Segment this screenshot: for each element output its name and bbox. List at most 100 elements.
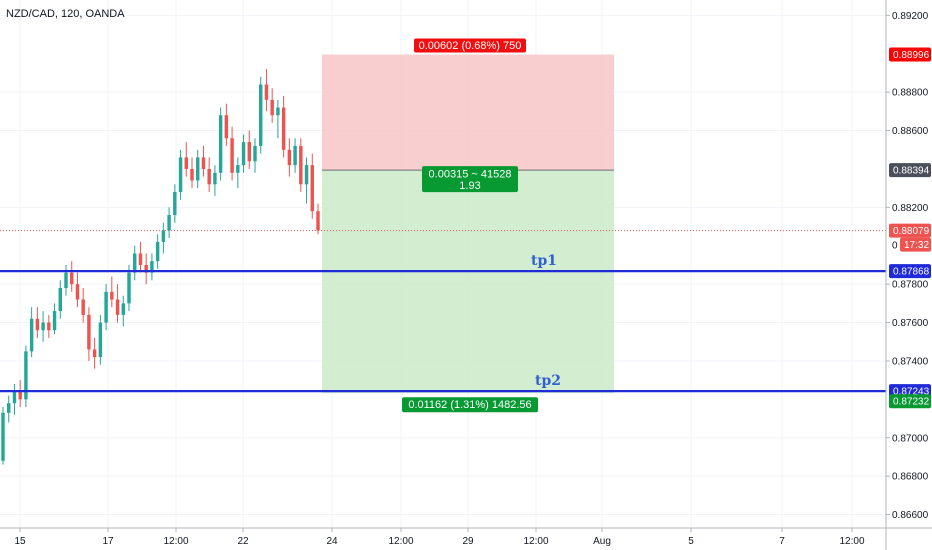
target-price-tag-text: 0.87232 — [893, 397, 930, 408]
time-tick-label: 22 — [237, 536, 249, 547]
time-tick-label: 7 — [779, 536, 785, 547]
price-tick-label: 0.87000 — [892, 433, 929, 444]
price-tick-label: 0.86600 — [892, 510, 929, 521]
candle-body — [47, 322, 51, 331]
time-tick-label: Aug — [593, 536, 611, 547]
candle-body — [299, 145, 303, 185]
stop-price-tag-bg — [889, 47, 931, 62]
candle-body — [1, 412, 5, 461]
entry-price-tag-bg — [889, 163, 931, 178]
candle-body — [218, 115, 223, 173]
entry-price-tag: 0.88394 — [889, 163, 931, 178]
price-tick-label: 0.87800 — [892, 280, 929, 291]
candle-body — [213, 172, 217, 185]
candle-body — [133, 253, 137, 273]
price-tick-label: 0.86800 — [892, 472, 929, 483]
candle-body — [230, 138, 234, 173]
candle-body — [196, 157, 200, 181]
price-tick-label: 0.88800 — [892, 88, 929, 99]
time-tick-label: 29 — [462, 536, 474, 547]
candle-body — [127, 272, 131, 304]
tp1-price-tag: 0.87868 — [889, 264, 931, 279]
candle-body — [115, 299, 120, 315]
candle-body — [35, 318, 40, 331]
candle-body — [224, 115, 229, 139]
candle-body — [201, 157, 206, 169]
candle-body — [92, 349, 97, 358]
candle-body — [253, 145, 257, 162]
candle-body — [167, 215, 171, 231]
candle-body — [293, 145, 297, 166]
last-price-tag-bg — [889, 223, 931, 238]
candle-body — [184, 157, 188, 169]
candle-body — [41, 322, 45, 331]
bar-timer-text: 17:32 — [904, 240, 929, 251]
stop-zone[interactable] — [322, 54, 614, 171]
time-tick-label: 12:00 — [839, 536, 864, 547]
stop-price-tag-text: 0.88996 — [893, 50, 930, 61]
target-zone[interactable] — [322, 170, 614, 394]
candle-body — [161, 230, 166, 242]
candle-body — [12, 391, 17, 404]
candle-body — [207, 168, 211, 185]
candle-body — [81, 299, 85, 315]
candle-body — [98, 322, 103, 358]
candle-body — [104, 291, 108, 323]
time-tick-label: 12:00 — [523, 536, 548, 547]
entry-price-tag-text: 0.88394 — [893, 166, 930, 177]
target-info-box: 0.01162 (1.31%) 1482.56 — [402, 397, 538, 413]
candle-body — [52, 311, 57, 331]
stop-price-tag: 0.88996 — [889, 47, 931, 62]
target-info-text: 0.01162 (1.31%) 1482.56 — [408, 399, 531, 411]
candle-body — [241, 142, 246, 166]
stop-info-box: 0.00602 (0.68%) 750 — [414, 38, 526, 53]
candle-body — [190, 168, 194, 181]
target-price-tag: 0.87232 — [889, 394, 931, 409]
target-info-box-bg — [402, 397, 538, 413]
candle-body — [236, 165, 240, 173]
tp1-price-tag-text: 0.87868 — [893, 267, 930, 278]
candle-body — [304, 165, 309, 185]
candle-body — [247, 142, 251, 162]
time-axis[interactable]: 15 17 12:00 22 24 12:00 29 12:00 Aug 5 7 12:00 — [14, 528, 865, 547]
tp1-label: tp1 — [531, 253, 557, 269]
time-tick-label: 5 — [688, 536, 694, 547]
candle-body — [24, 351, 28, 400]
price-tick-label: 0.87400 — [892, 356, 929, 367]
candle-body — [29, 318, 34, 352]
candle-body — [58, 288, 62, 312]
tp2-label: tp2 — [535, 373, 561, 389]
candles — [1, 69, 320, 465]
candle-body — [64, 272, 68, 288]
candle-body — [264, 84, 269, 100]
candle-body — [150, 261, 154, 273]
candle-body — [178, 157, 183, 192]
time-tick-label: 24 — [326, 536, 338, 547]
price-tick-label: 0.88600 — [892, 126, 929, 137]
entry-info-text-1: 0.00315 ~ 41528 — [429, 169, 512, 181]
candle-body — [316, 211, 320, 231]
candle-body — [18, 391, 22, 400]
candle-body — [155, 241, 160, 262]
last-price-side-marker: 0 — [892, 241, 898, 252]
entry-info-box: 0.00315 ~ 41528 1.93 — [422, 166, 518, 193]
tp1-price-tag-bg — [889, 264, 931, 279]
price-tick-label: 0.88200 — [892, 203, 929, 214]
candle-body — [281, 107, 286, 150]
candle-body — [173, 192, 177, 216]
candle-body — [70, 272, 74, 285]
candle-body — [87, 314, 91, 350]
price-axis[interactable]: 0.89200 0.88800 0.88600 0.88200 0.87800 0.876… — [886, 11, 929, 521]
last-price-tag: 0.88079 0 17:32 — [889, 223, 931, 252]
time-tick-label: 12:00 — [388, 536, 413, 547]
stop-info-text: 0.00602 (0.68%) 750 — [419, 40, 522, 52]
candle-body — [7, 403, 11, 413]
candle-body — [310, 165, 314, 212]
symbol-label: NZD/CAD, 120, OANDA — [6, 8, 125, 20]
candle-body — [138, 253, 143, 265]
price-tick-label: 0.87600 — [892, 318, 929, 329]
candle-body — [287, 149, 292, 166]
time-tick-label: 12:00 — [163, 536, 188, 547]
